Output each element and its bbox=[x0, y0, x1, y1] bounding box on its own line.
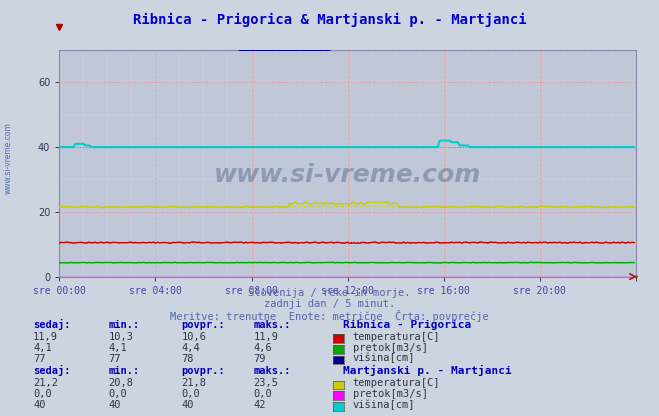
Text: 4,4: 4,4 bbox=[181, 343, 200, 353]
Text: višina[cm]: višina[cm] bbox=[353, 353, 415, 364]
Text: 78: 78 bbox=[181, 354, 194, 364]
Text: Slovenija / reke in morje.: Slovenija / reke in morje. bbox=[248, 288, 411, 298]
Text: 79: 79 bbox=[254, 354, 266, 364]
Text: zadnji dan / 5 minut.: zadnji dan / 5 minut. bbox=[264, 299, 395, 309]
Text: 0,0: 0,0 bbox=[33, 389, 51, 399]
Text: 23,5: 23,5 bbox=[254, 379, 279, 389]
Text: sedaj:: sedaj: bbox=[33, 365, 71, 376]
Text: 10,3: 10,3 bbox=[109, 332, 134, 342]
Text: Meritve: trenutne  Enote: metrične  Črta: povprečje: Meritve: trenutne Enote: metrične Črta: … bbox=[170, 310, 489, 322]
Text: temperatura[C]: temperatura[C] bbox=[353, 379, 440, 389]
Text: pretok[m3/s]: pretok[m3/s] bbox=[353, 343, 428, 353]
Text: 4,1: 4,1 bbox=[109, 343, 127, 353]
Text: www.si-vreme.com: www.si-vreme.com bbox=[214, 163, 481, 187]
Text: 4,6: 4,6 bbox=[254, 343, 272, 353]
Text: povpr.:: povpr.: bbox=[181, 366, 225, 376]
Text: sedaj:: sedaj: bbox=[33, 319, 71, 330]
Text: 21,2: 21,2 bbox=[33, 379, 58, 389]
Text: www.si-vreme.com: www.si-vreme.com bbox=[3, 122, 13, 194]
Text: 77: 77 bbox=[33, 354, 45, 364]
Text: povpr.:: povpr.: bbox=[181, 320, 225, 330]
Text: Ribnica - Prigorica & Martjanski p. - Martjanci: Ribnica - Prigorica & Martjanski p. - Ma… bbox=[132, 12, 527, 27]
Text: 11,9: 11,9 bbox=[33, 332, 58, 342]
Text: temperatura[C]: temperatura[C] bbox=[353, 332, 440, 342]
Text: 10,6: 10,6 bbox=[181, 332, 206, 342]
Text: pretok[m3/s]: pretok[m3/s] bbox=[353, 389, 428, 399]
Text: 77: 77 bbox=[109, 354, 121, 364]
Text: 11,9: 11,9 bbox=[254, 332, 279, 342]
Text: maks.:: maks.: bbox=[254, 320, 291, 330]
Text: 0,0: 0,0 bbox=[254, 389, 272, 399]
Text: 0,0: 0,0 bbox=[109, 389, 127, 399]
Text: 40: 40 bbox=[33, 400, 45, 410]
Text: Martjanski p. - Martjanci: Martjanski p. - Martjanci bbox=[343, 365, 511, 376]
Text: 40: 40 bbox=[109, 400, 121, 410]
Text: 40: 40 bbox=[181, 400, 194, 410]
Text: min.:: min.: bbox=[109, 366, 140, 376]
Text: 0,0: 0,0 bbox=[181, 389, 200, 399]
Text: 42: 42 bbox=[254, 400, 266, 410]
Text: Ribnica - Prigorica: Ribnica - Prigorica bbox=[343, 320, 471, 330]
Text: višina[cm]: višina[cm] bbox=[353, 400, 415, 410]
Text: min.:: min.: bbox=[109, 320, 140, 330]
Text: 4,1: 4,1 bbox=[33, 343, 51, 353]
Text: 20,8: 20,8 bbox=[109, 379, 134, 389]
Text: maks.:: maks.: bbox=[254, 366, 291, 376]
Text: 21,8: 21,8 bbox=[181, 379, 206, 389]
